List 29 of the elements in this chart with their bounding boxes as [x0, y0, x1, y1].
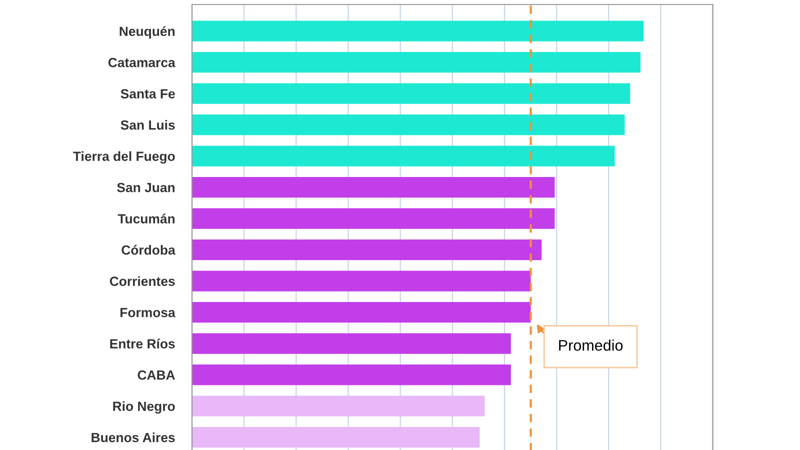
y-tick-label: Formosa [120, 308, 176, 318]
y-tick-label: CABA [138, 370, 175, 380]
y-tick-label: Santa Fe [120, 89, 175, 98]
bar [192, 364, 511, 386]
y-tick-label: Córdoba [122, 244, 176, 255]
bar [192, 52, 641, 73]
bar [192, 302, 531, 323]
bar [192, 208, 555, 229]
y-tick-label: Corrientes [110, 276, 175, 286]
y-tick-label: Tucumán [118, 214, 175, 224]
bar [192, 177, 555, 198]
bar [192, 20, 644, 42]
bar [192, 146, 615, 166]
bar [192, 270, 531, 292]
bar [192, 427, 480, 448]
bar [192, 333, 511, 354]
bar [192, 114, 625, 136]
y-tick-label: San Juan [117, 182, 175, 192]
bar [192, 240, 542, 260]
y-tick-label: Entre Ríos [110, 338, 175, 348]
y-tick-label: Buenos Aires [92, 432, 175, 442]
y-tick-label: Neuquén [120, 26, 175, 39]
bar [192, 83, 630, 104]
ref-line-label: Promedio [559, 340, 623, 351]
y-tick-label: San Luis [120, 120, 175, 130]
bar [192, 396, 485, 416]
y-tick-label: Tierra del Fuego [73, 151, 175, 164]
y-tick-label: Catamarca [108, 58, 176, 68]
y-tick-label: Rio Negro [113, 401, 175, 414]
